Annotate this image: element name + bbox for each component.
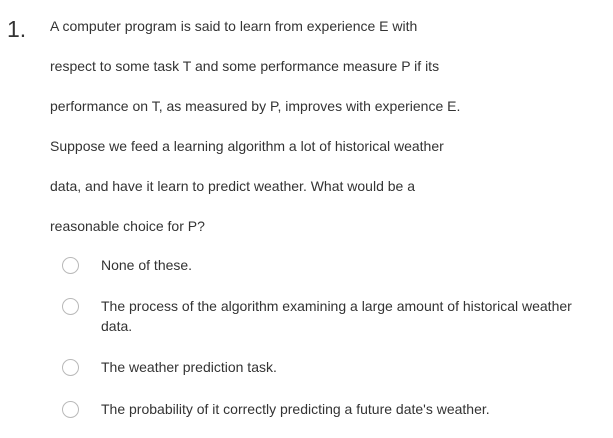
question-line: A computer program is said to learn from… (50, 18, 418, 34)
radio-button[interactable] (62, 401, 79, 418)
answer-option-label: The weather prediction task. (101, 359, 277, 375)
answer-option-label: The process of the algorithm examining a… (101, 298, 572, 334)
question-text: A computer program is said to learn from… (50, 14, 600, 254)
question-line: reasonable choice for P? (50, 218, 205, 234)
radio-button[interactable] (62, 359, 79, 376)
answer-option-label: The probability of it correctly predicti… (101, 401, 490, 417)
answer-option-label: None of these. (101, 257, 193, 273)
question-line: data, and have it learn to predict weath… (50, 178, 416, 194)
radio-button[interactable] (62, 257, 79, 274)
question-line: respect to some task T and some performa… (50, 58, 440, 74)
question-line: Suppose we feed a learning algorithm a l… (50, 138, 444, 154)
question-number: 1. (7, 16, 27, 42)
question-line: performance on T, as measured by P, impr… (50, 98, 461, 114)
radio-button[interactable] (62, 298, 79, 315)
